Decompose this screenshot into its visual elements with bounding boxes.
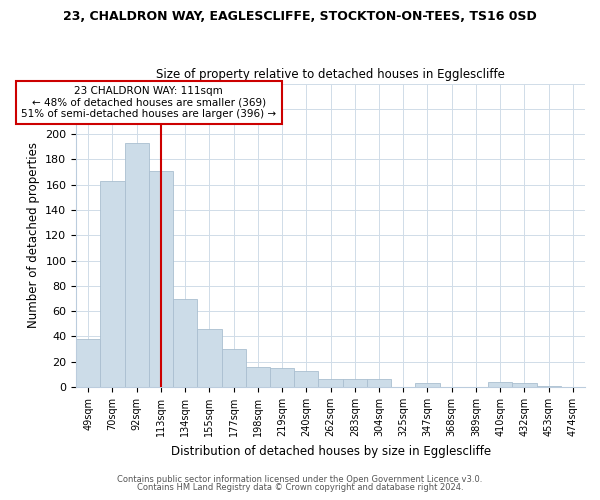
Bar [415, 384, 440, 387]
Text: 23, CHALDRON WAY, EAGLESCLIFFE, STOCKTON-ON-TEES, TS16 0SD: 23, CHALDRON WAY, EAGLESCLIFFE, STOCKTON… [63, 10, 537, 23]
Text: 23 CHALDRON WAY: 111sqm
← 48% of detached houses are smaller (369)
51% of semi-d: 23 CHALDRON WAY: 111sqm ← 48% of detache… [21, 86, 277, 120]
Bar [270, 368, 294, 387]
Y-axis label: Number of detached properties: Number of detached properties [26, 142, 40, 328]
Text: Contains public sector information licensed under the Open Government Licence v3: Contains public sector information licen… [118, 474, 482, 484]
Bar [343, 380, 367, 387]
Bar [197, 329, 221, 387]
X-axis label: Distribution of detached houses by size in Egglescliffe: Distribution of detached houses by size … [170, 444, 491, 458]
Bar [100, 181, 125, 387]
Bar [149, 171, 173, 387]
Bar [173, 298, 197, 387]
Bar [367, 380, 391, 387]
Bar [488, 382, 512, 387]
Bar [125, 143, 149, 387]
Bar [221, 349, 246, 387]
Bar [536, 386, 561, 387]
Bar [294, 370, 319, 387]
Bar [76, 339, 100, 387]
Bar [246, 367, 270, 387]
Title: Size of property relative to detached houses in Egglescliffe: Size of property relative to detached ho… [156, 68, 505, 81]
Text: Contains HM Land Registry data © Crown copyright and database right 2024.: Contains HM Land Registry data © Crown c… [137, 484, 463, 492]
Bar [512, 384, 536, 387]
Bar [319, 380, 343, 387]
